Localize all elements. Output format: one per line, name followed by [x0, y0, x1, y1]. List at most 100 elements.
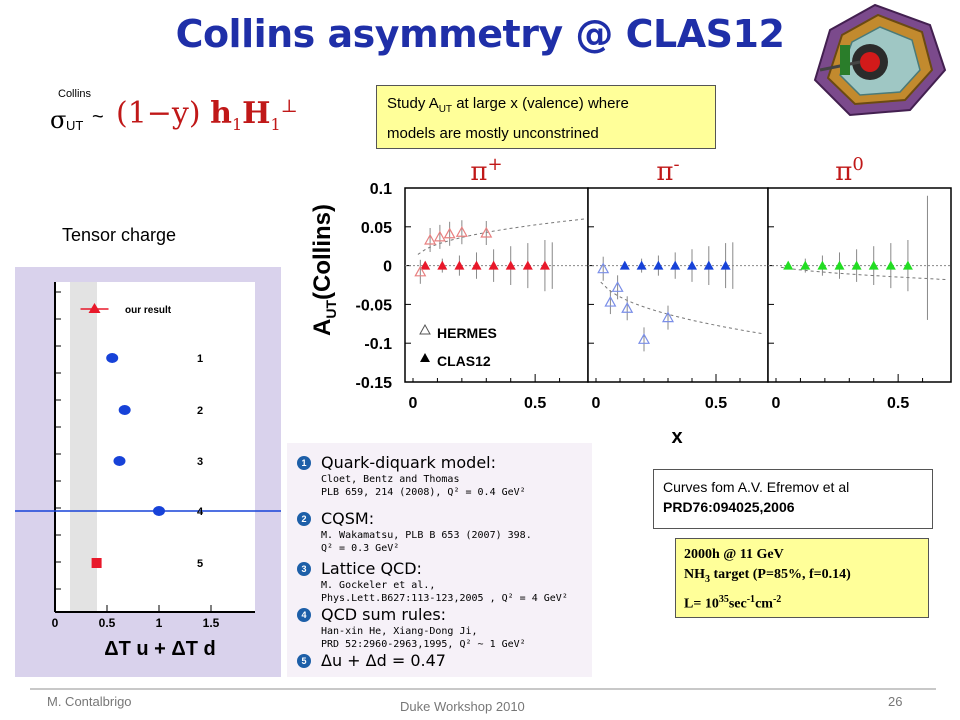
model-title: QCD sum rules:	[321, 605, 447, 624]
panel-label-pi: π	[835, 157, 852, 187]
clas12-point	[505, 260, 516, 270]
clas12-point	[720, 260, 731, 270]
model-ref-line-1: M. Wakamatsu, PLB B 653 (2007) 398.	[321, 530, 532, 541]
tensor-x-tick-label: 1.5	[203, 616, 220, 630]
clas12-point	[703, 260, 714, 270]
slide-title: Collins asymmetry @ CLAS12	[175, 12, 785, 56]
study-line-2: models are mostly unconstrined	[387, 125, 599, 142]
formula-superscript: Collins	[58, 88, 92, 100]
run-cm: cm	[755, 596, 773, 612]
clas12-point	[539, 260, 550, 270]
tensor-charge-panel: 0 0.5 1 1.5 our result 1 2 3 4 5 ΔT u + ΔT d	[15, 267, 281, 677]
study-text-a: Study A	[387, 95, 439, 112]
tensor-item-label: 4	[197, 506, 204, 518]
tensor-x-label: ΔT u + ΔT d	[104, 638, 216, 660]
model-marker	[113, 456, 126, 466]
hermes-point	[597, 262, 610, 274]
y-tick-label: 0.05	[361, 220, 392, 237]
run-target: target (P=85%, f=0.14)	[710, 567, 851, 582]
clas12-point	[800, 260, 811, 270]
clas12-point	[817, 260, 828, 270]
model-references-panel: 1 Quark-diquark model: Cloet, Bentz and Th…	[287, 443, 592, 677]
hermes-point	[424, 233, 437, 245]
H-function: H	[242, 96, 271, 131]
clas12-point	[488, 260, 499, 270]
clas12-detector-image	[813, 3, 947, 117]
y-tick-label: 0.1	[370, 181, 392, 198]
clas12-point	[619, 260, 630, 270]
legend-clas12-marker	[420, 353, 430, 362]
x-tick-label: 0	[772, 395, 781, 412]
study-text-b: at large x (valence) where	[452, 95, 629, 112]
clas12-point	[885, 260, 896, 270]
tensor-x-tick-label: 1	[156, 616, 163, 630]
legend-hermes-label: HERMES	[437, 325, 497, 341]
panel-label-sup: 0	[852, 154, 863, 175]
model-marker	[118, 405, 131, 415]
run-sec-exp: -1	[746, 593, 756, 605]
tensor-charge-label: Tensor charge	[62, 225, 177, 245]
result-band	[70, 282, 97, 612]
tensor-item-label: 2	[197, 405, 203, 417]
panel-label-pi: π	[656, 157, 673, 187]
panel-2: 0 0.5 π-	[587, 154, 769, 412]
model-marker	[106, 353, 119, 363]
y-axis-label: AUT(Collins)	[309, 204, 339, 336]
chart-legend: HERMES CLAS12	[419, 323, 497, 369]
clas12-point	[522, 260, 533, 270]
tensor-item-label: our result	[125, 305, 172, 316]
run-line-3: L= 1035sec-1cm-2	[684, 590, 920, 615]
model-ref-line-1: Han-xin He, Xiang-Dong Ji,	[321, 626, 478, 637]
run-sec: sec	[728, 596, 747, 612]
clas12-point	[636, 260, 647, 270]
tensor-item-label: 5	[197, 558, 203, 570]
model-curve	[780, 266, 948, 281]
panel-label-sup: -	[674, 154, 680, 175]
footer-workshop: Duke Workshop 2010	[400, 699, 525, 714]
hermes-point	[443, 227, 456, 239]
model-ref-line-2: PRD 52:2960-2963,1995, Q² ~ 1 GeV²	[321, 639, 526, 650]
panel-label-sup: +	[488, 154, 503, 175]
study-line-1: Study AUT at large x (valence) where	[387, 92, 705, 122]
clas12-point	[783, 260, 794, 270]
formula-expression: (1−y) h1H1⊥	[116, 96, 298, 134]
study-subscript: UT	[438, 104, 453, 115]
hermes-point	[611, 281, 624, 292]
panel-label: π0	[835, 154, 864, 187]
model-number-badge: 4	[297, 608, 311, 622]
hermes-point	[637, 333, 651, 344]
H-superscript: ⊥	[280, 96, 298, 117]
model-number-badge: 1	[297, 456, 311, 470]
one-minus-y: (1−y)	[116, 96, 201, 131]
model-ref-line-2: Q² = 0.3 GeV²	[321, 543, 400, 554]
hermes-point	[433, 230, 446, 242]
tensor-item-label: 3	[197, 456, 203, 468]
model-title: Lattice QCD:	[321, 559, 422, 578]
clas12-point	[437, 260, 448, 270]
curves-reference-box: Curves fom A.V. Efremov et al PRD76:0940…	[653, 469, 933, 529]
y-tick-label: -0.1	[364, 336, 392, 353]
model-curve	[600, 281, 765, 335]
proportional-tilde: ~	[92, 106, 104, 128]
our-result-marker	[88, 303, 101, 313]
curves-line-1: Curves fom A.V. Efremov et al	[663, 479, 850, 495]
y-label-sub: UT	[323, 300, 339, 319]
model-curve	[417, 218, 585, 255]
study-note-box: Study AUT at large x (valence) where mod…	[376, 85, 716, 149]
panel-label-pi: π	[470, 157, 487, 187]
panel-1: 0 0.5 π+ HERMES CLAS12	[404, 154, 589, 412]
legend-hermes-marker	[419, 323, 431, 335]
y-tick-label: -0.05	[356, 297, 393, 314]
model-title: CQSM:	[321, 509, 375, 528]
model-ref-line-2: Phys.Lett.B627:113-123,2005 , Q² = 4 GeV…	[321, 593, 568, 604]
H-subscript: 1	[270, 115, 281, 134]
tensor-x-tick-label: 0	[52, 616, 59, 630]
clas12-point	[670, 260, 681, 270]
x-tick-label: 0.5	[524, 395, 546, 412]
panel-frame	[767, 187, 952, 383]
panel-label: π-	[656, 154, 679, 187]
clas12-point	[902, 260, 913, 270]
hermes-point	[455, 225, 468, 237]
